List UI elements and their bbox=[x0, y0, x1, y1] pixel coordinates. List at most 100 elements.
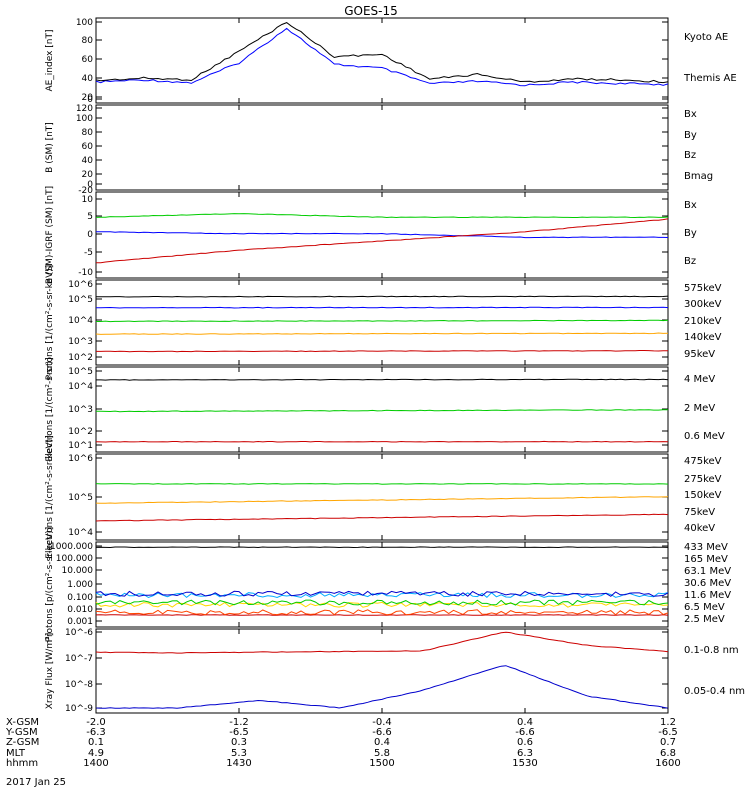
x-row-value: -2.0 bbox=[86, 717, 106, 728]
legend-0-6-mev: 0.6 MeV bbox=[684, 431, 725, 442]
legend-0-05-0-4-nm: 0.05-0.4 nm bbox=[684, 686, 745, 697]
x-row-label-mlt: MLT bbox=[6, 748, 26, 759]
series-line-bz bbox=[95, 218, 669, 264]
x-row-value: 1.2 bbox=[660, 717, 676, 728]
y-tick-label: -20 bbox=[78, 186, 93, 196]
series-line-475kev bbox=[95, 513, 669, 522]
x-row-value: -6.5 bbox=[229, 727, 249, 738]
series-line-30-6-mev bbox=[95, 599, 669, 606]
x-row-value: 6.8 bbox=[660, 748, 676, 759]
legend-63-1-mev: 63.1 MeV bbox=[684, 566, 731, 577]
legend-165-mev: 165 MeV bbox=[684, 554, 728, 565]
x-row-value: -6.6 bbox=[372, 727, 392, 738]
x-row-value: -0.4 bbox=[372, 717, 392, 728]
x-row-value: 1600 bbox=[655, 758, 680, 769]
legend-6-5-mev: 6.5 MeV bbox=[684, 602, 725, 613]
series-line-6-5-mev bbox=[95, 590, 669, 597]
x-row-value: 1500 bbox=[369, 758, 394, 769]
y-tick-label: 10^3 bbox=[68, 405, 93, 415]
y-tick-label: 40 bbox=[82, 156, 94, 166]
panel-frame bbox=[95, 104, 669, 191]
series-line-bx bbox=[96, 231, 669, 239]
y-tick-label: 20 bbox=[82, 93, 94, 103]
series-line-575kev bbox=[96, 350, 669, 353]
legend-bz: Bz bbox=[684, 150, 696, 161]
y-tick-label: 10^-6 bbox=[65, 628, 93, 638]
y-tick-label: 1000.000 bbox=[50, 542, 93, 552]
legend-475kev: 475keV bbox=[684, 456, 722, 467]
legend-11-6-mev: 11.6 MeV bbox=[684, 590, 731, 601]
y-tick-label: 10^4 bbox=[68, 316, 93, 326]
panel-frame bbox=[95, 541, 669, 628]
series-line-300kev bbox=[95, 332, 669, 335]
legend-by: By bbox=[684, 228, 697, 239]
panel-frame bbox=[95, 17, 669, 104]
y-tick-label: 10^-8 bbox=[65, 680, 93, 690]
y-tick-label: 10^-9 bbox=[65, 704, 93, 714]
legend-bz: Bz bbox=[684, 256, 696, 267]
legend-300kev: 300keV bbox=[684, 299, 722, 310]
series-line-2-mev bbox=[96, 409, 669, 413]
y-axis-label: Xray Flux [W/m²] bbox=[45, 633, 55, 709]
y-axis-label: Protons [1/(cm²-s-sr-keV)] bbox=[45, 265, 55, 381]
panel-3: 10 5 0 -5 -10 B (SM)-IGRF (SM) [nT] Bx By Bz bbox=[45, 186, 697, 284]
legend-themis-ae: Themis AE bbox=[683, 73, 737, 84]
y-tick-label: 10^1 bbox=[68, 441, 93, 451]
panel-frame bbox=[95, 628, 669, 714]
y-tick-label: 100 bbox=[76, 114, 93, 124]
legend-210kev: 210keV bbox=[684, 316, 722, 327]
series-line-4-mev bbox=[95, 440, 669, 443]
y-tick-label: 10^2 bbox=[68, 427, 93, 437]
y-tick-label: 10^5 bbox=[68, 367, 93, 377]
y-tick-label: 10^4 bbox=[68, 528, 93, 538]
y-tick-label: 5 bbox=[87, 212, 93, 222]
figure-title: GOES-15 bbox=[344, 4, 398, 18]
x-row-label-y-gsm: Y-GSM bbox=[5, 727, 38, 738]
legend-bx: Bx bbox=[684, 200, 697, 211]
series-line-95kev bbox=[95, 295, 669, 298]
y-tick-label: 0 bbox=[87, 230, 93, 240]
x-row-value: 5.3 bbox=[231, 748, 247, 759]
x-row-value: 0.7 bbox=[660, 737, 676, 748]
series-line-165-mev bbox=[95, 609, 669, 616]
y-axis-label: Electrons [1/(cm²-s-sr-keV)] bbox=[45, 435, 55, 558]
x-row-value: 6.3 bbox=[517, 748, 533, 759]
series-line-275kev bbox=[95, 496, 669, 504]
x-row-value: 0.1 bbox=[88, 737, 104, 748]
legend-kyoto-ae: Kyoto AE bbox=[684, 32, 728, 43]
legend-95kev: 95keV bbox=[684, 349, 715, 360]
y-axis-label: Protons [p/(cm²-s-sr-keV)] bbox=[45, 527, 55, 643]
legend-2-5-mev: 2.5 MeV bbox=[684, 614, 725, 625]
x-row-value: -6.6 bbox=[515, 727, 535, 738]
y-tick-label: -10 bbox=[78, 268, 93, 278]
y-tick-label: 10^5 bbox=[68, 493, 93, 503]
y-tick-label: 10^-7 bbox=[65, 654, 93, 664]
x-row-value: 1400 bbox=[83, 758, 108, 769]
x-row-value: -1.2 bbox=[229, 717, 249, 728]
x-row-value: 0.4 bbox=[517, 717, 533, 728]
y-tick-label: 10.000 bbox=[62, 566, 94, 576]
date-label: 2017 Jan 25 bbox=[6, 777, 66, 788]
x-row-label-hhmm: hhmm bbox=[6, 758, 38, 769]
series-line-433-mev bbox=[95, 614, 669, 616]
x-row-value: -6.5 bbox=[658, 727, 678, 738]
legend-75kev: 75keV bbox=[684, 507, 715, 518]
panel-4: 10^6 10^5 10^4 10^3 10^2 Protons [1/(cm²-s-sr… bbox=[45, 265, 722, 381]
y-tick-label: 1.000 bbox=[67, 580, 93, 590]
y-tick-label: 0.001 bbox=[67, 617, 93, 627]
series-line-0-1-0-8-nm bbox=[95, 631, 669, 654]
series-line-by bbox=[95, 213, 669, 219]
y-tick-label: 60 bbox=[82, 55, 94, 65]
legend-140kev: 140keV bbox=[684, 332, 722, 343]
x-row-value: 4.9 bbox=[88, 748, 104, 759]
y-tick-label: 0 bbox=[87, 180, 93, 190]
y-tick-label: 0.010 bbox=[67, 605, 93, 615]
y-tick-label: 10^2 bbox=[68, 353, 93, 363]
panel-frame bbox=[95, 279, 669, 366]
y-tick-label: 10^5 bbox=[68, 295, 93, 305]
panel-5: 10^5 10^4 10^3 10^2 10^1 Electrons [1/(cm²-s-… bbox=[45, 357, 725, 461]
series-line-themis-ae bbox=[95, 22, 669, 84]
series-line-140kev bbox=[96, 306, 669, 309]
legend-40kev: 40keV bbox=[684, 523, 715, 534]
